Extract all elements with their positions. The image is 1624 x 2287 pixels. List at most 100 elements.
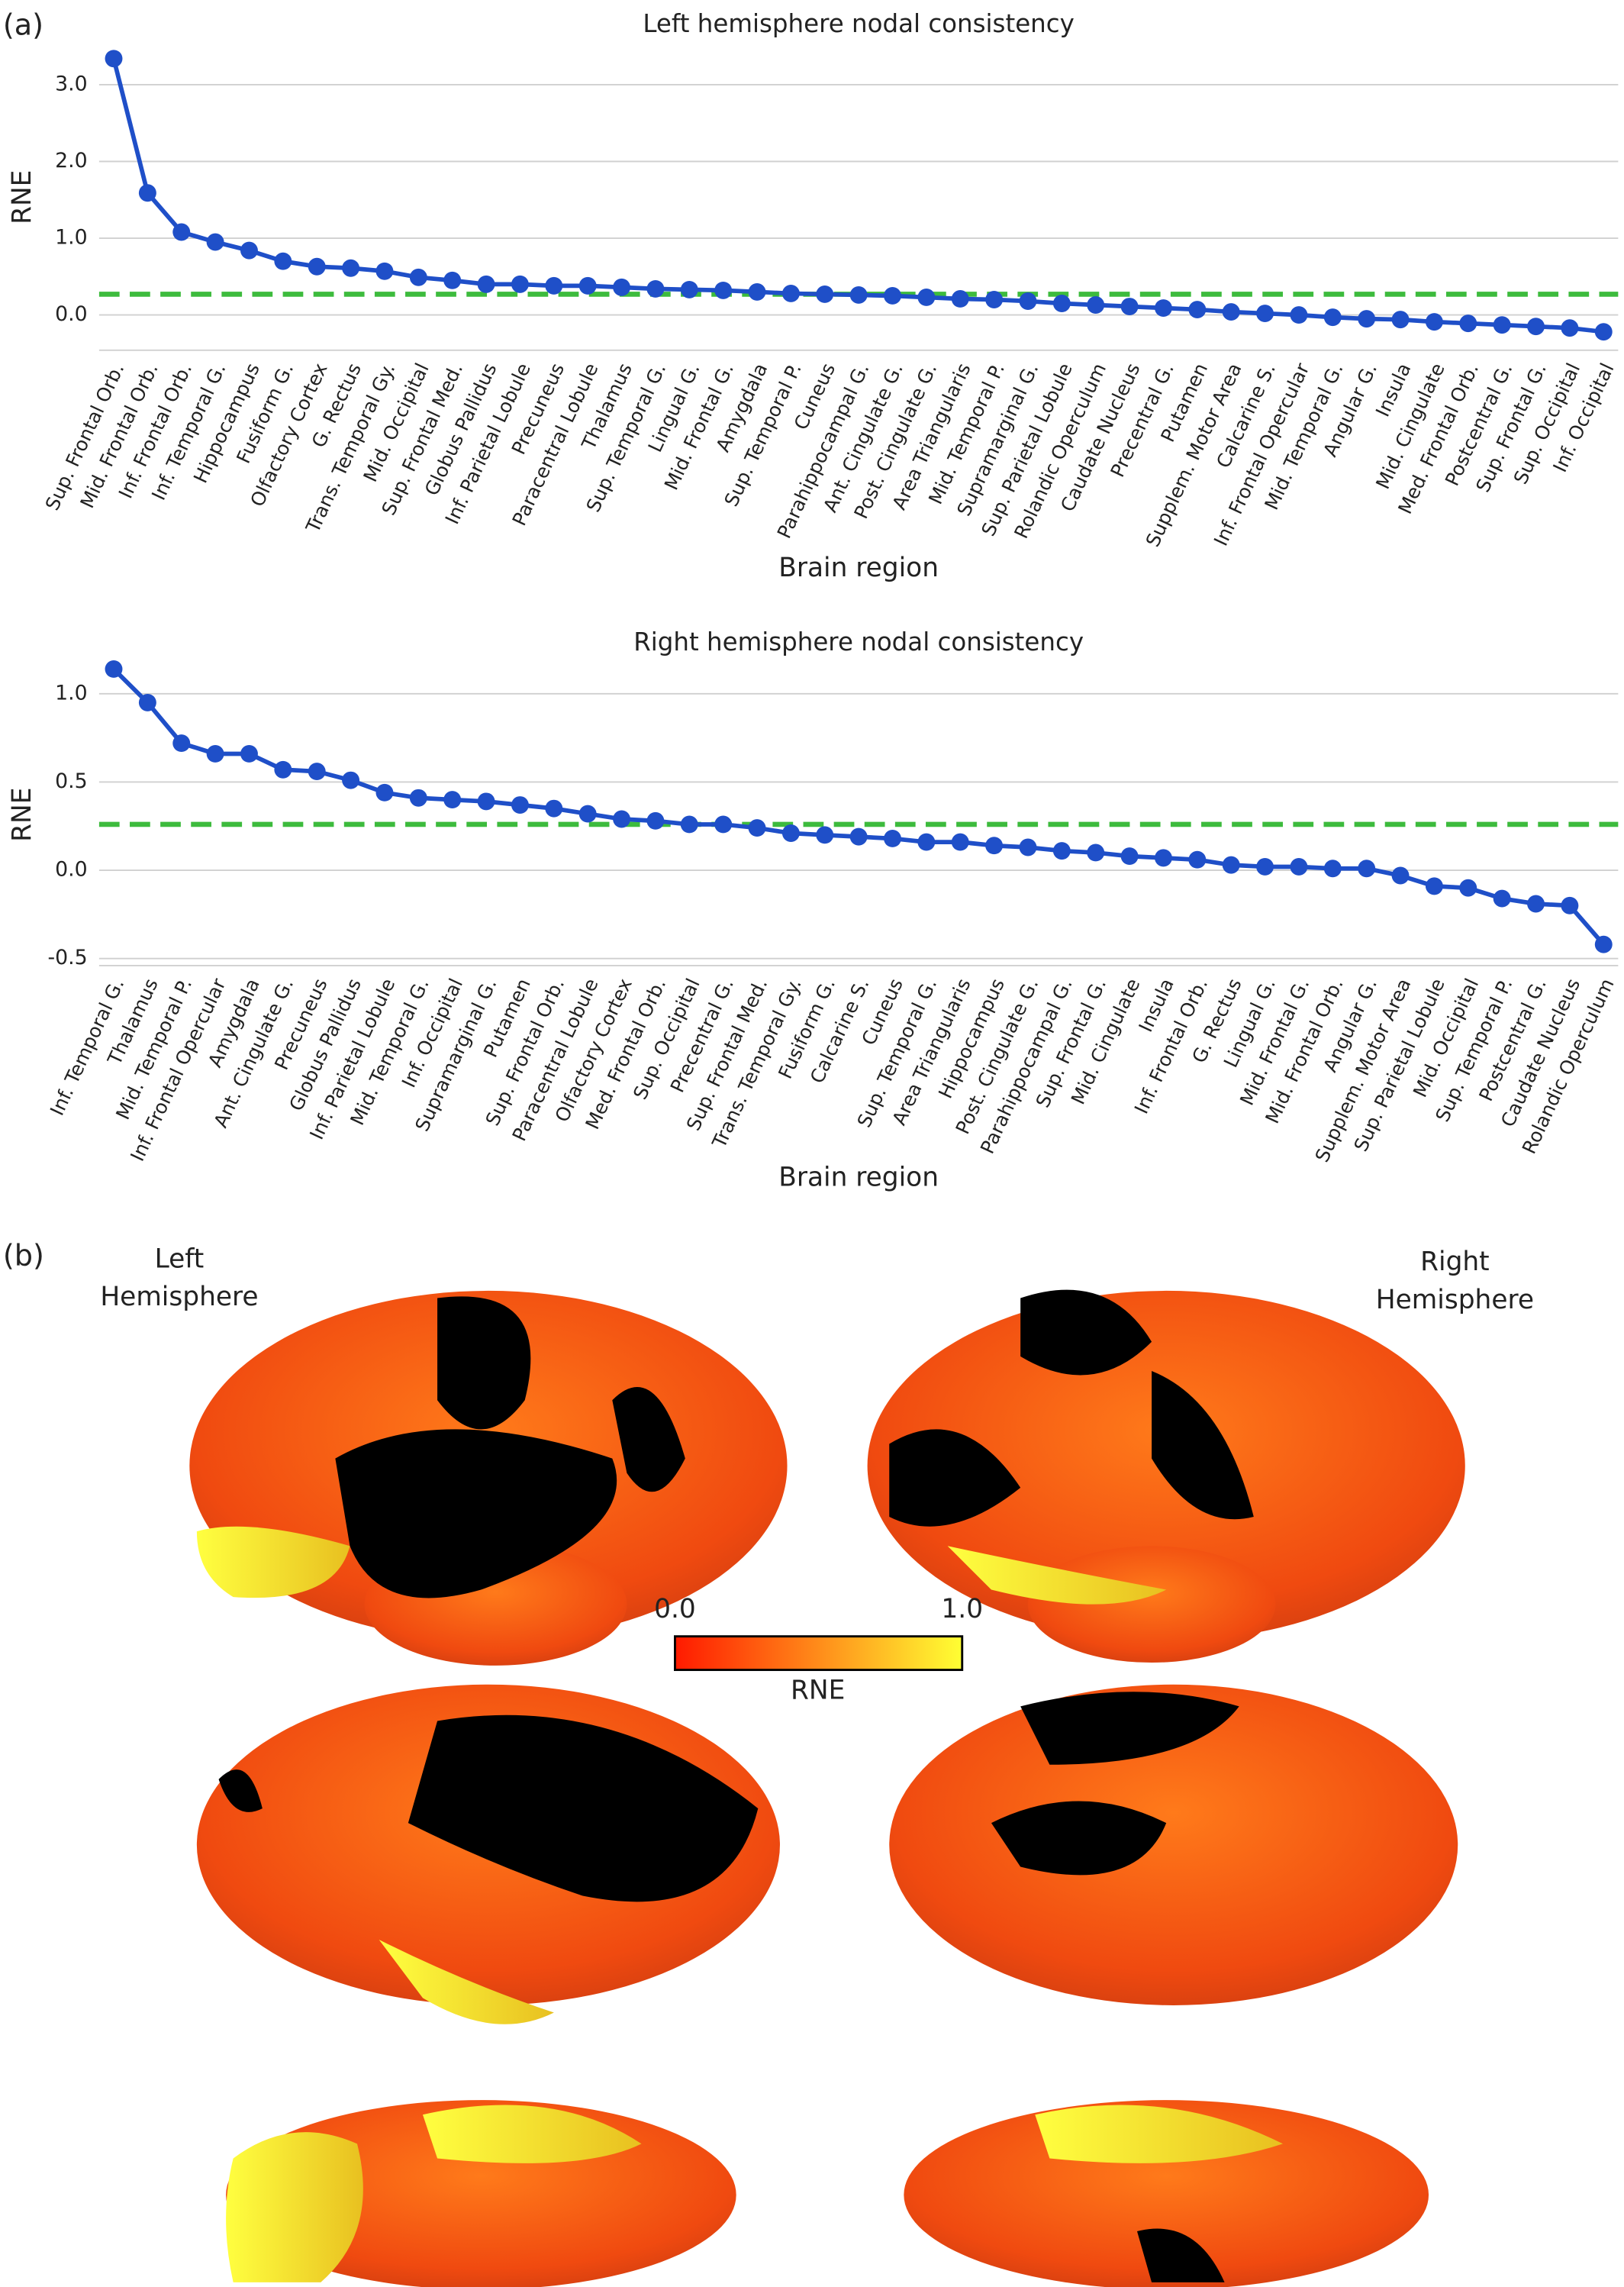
data-point xyxy=(578,805,597,823)
hemisphere-label: Right xyxy=(1420,1247,1490,1277)
data-point xyxy=(884,286,901,305)
panel-label: (a) xyxy=(3,8,44,42)
data-point xyxy=(172,734,191,753)
data-point xyxy=(172,223,191,241)
data-point xyxy=(1594,323,1613,341)
y-tick-label: -0.5 xyxy=(47,946,87,969)
data-point xyxy=(1493,316,1511,334)
x-axis-label: Brain region xyxy=(778,553,939,583)
data-point xyxy=(748,819,766,837)
data-point xyxy=(1120,298,1139,315)
data-line xyxy=(111,667,1606,947)
data-point xyxy=(511,275,529,293)
hemisphere-label: Left xyxy=(155,1243,205,1274)
data-point xyxy=(917,833,936,851)
brain-surface xyxy=(904,2100,1429,2287)
data-point xyxy=(578,276,597,295)
y-tick-label: 2.0 xyxy=(55,149,88,173)
data-point xyxy=(1527,318,1545,336)
data-point xyxy=(781,824,800,842)
colorbar xyxy=(674,1635,964,1672)
data-point xyxy=(443,271,462,289)
data-point xyxy=(206,233,224,251)
data-point xyxy=(1256,305,1274,323)
data-point xyxy=(1256,857,1274,876)
data-point xyxy=(714,281,733,299)
data-point xyxy=(1561,896,1579,914)
colorbar-label: RNE xyxy=(791,1676,845,1706)
data-point xyxy=(511,796,529,814)
data-point xyxy=(375,262,394,280)
data-point xyxy=(1323,860,1342,878)
data-point xyxy=(308,763,326,781)
brain-patch xyxy=(889,1289,1254,1527)
data-point xyxy=(646,279,665,298)
data-point xyxy=(1290,306,1308,324)
y-axis-label: RNE xyxy=(7,788,37,842)
brain-surface xyxy=(1027,1546,1276,1663)
brain-patch xyxy=(196,1526,350,1598)
data-point xyxy=(1561,319,1579,337)
brain-patch xyxy=(226,2132,363,2282)
data-point xyxy=(240,745,258,763)
data-point xyxy=(951,290,969,308)
data-point xyxy=(138,184,156,202)
brain-patch xyxy=(1035,2105,1284,2163)
data-point xyxy=(1391,866,1410,885)
data-point xyxy=(105,50,123,68)
colorbar-tick-label: 0.0 xyxy=(654,1594,696,1624)
data-point xyxy=(375,783,394,802)
data-point xyxy=(1527,895,1545,913)
data-point xyxy=(884,829,901,847)
data-point xyxy=(781,284,800,302)
data-point xyxy=(1019,838,1037,856)
y-tick-label: 0.0 xyxy=(55,858,88,882)
data-point xyxy=(342,259,360,277)
y-tick-label: 3.0 xyxy=(55,72,88,95)
data-point xyxy=(714,815,733,834)
data-point xyxy=(748,282,766,301)
x-axis-label: Brain region xyxy=(778,1162,939,1192)
data-point xyxy=(1019,292,1037,310)
brain-patch xyxy=(335,1296,685,1598)
data-point xyxy=(680,280,698,298)
colorbar-tick-label: 1.0 xyxy=(941,1594,983,1624)
data-point xyxy=(274,252,292,270)
panel-label: (b) xyxy=(3,1239,44,1273)
hemisphere-label: Hemisphere xyxy=(100,1282,258,1312)
data-point xyxy=(1188,301,1207,319)
data-point xyxy=(342,771,360,789)
data-point xyxy=(1087,296,1105,314)
data-point xyxy=(409,789,427,807)
chart-title: Left hemisphere nodal consistency xyxy=(643,9,1074,38)
brain-patch xyxy=(379,1939,554,2024)
brain-patch xyxy=(947,1546,1167,1605)
data-point xyxy=(1120,847,1139,866)
data-point xyxy=(1358,860,1376,878)
data-point xyxy=(1493,889,1511,908)
data-point xyxy=(1459,315,1477,333)
data-point xyxy=(1391,311,1410,329)
data-point xyxy=(985,837,1004,855)
brain-patch xyxy=(1136,2228,1225,2282)
data-point xyxy=(1154,299,1172,317)
data-point xyxy=(849,285,868,304)
data-point xyxy=(613,810,631,828)
data-point xyxy=(1594,935,1613,953)
data-point xyxy=(985,291,1004,308)
data-point xyxy=(917,289,936,306)
data-point xyxy=(951,833,969,851)
data-point xyxy=(680,815,698,834)
data-point xyxy=(613,278,631,296)
data-point xyxy=(816,826,834,844)
data-point xyxy=(274,760,292,779)
data-point xyxy=(206,745,224,763)
data-point xyxy=(816,285,834,303)
data-point xyxy=(545,799,563,818)
y-tick-label: 1.0 xyxy=(55,681,88,705)
data-point xyxy=(477,792,495,811)
data-point xyxy=(308,257,326,276)
data-point xyxy=(1087,844,1105,862)
data-point xyxy=(138,693,156,711)
data-point xyxy=(1290,857,1308,876)
